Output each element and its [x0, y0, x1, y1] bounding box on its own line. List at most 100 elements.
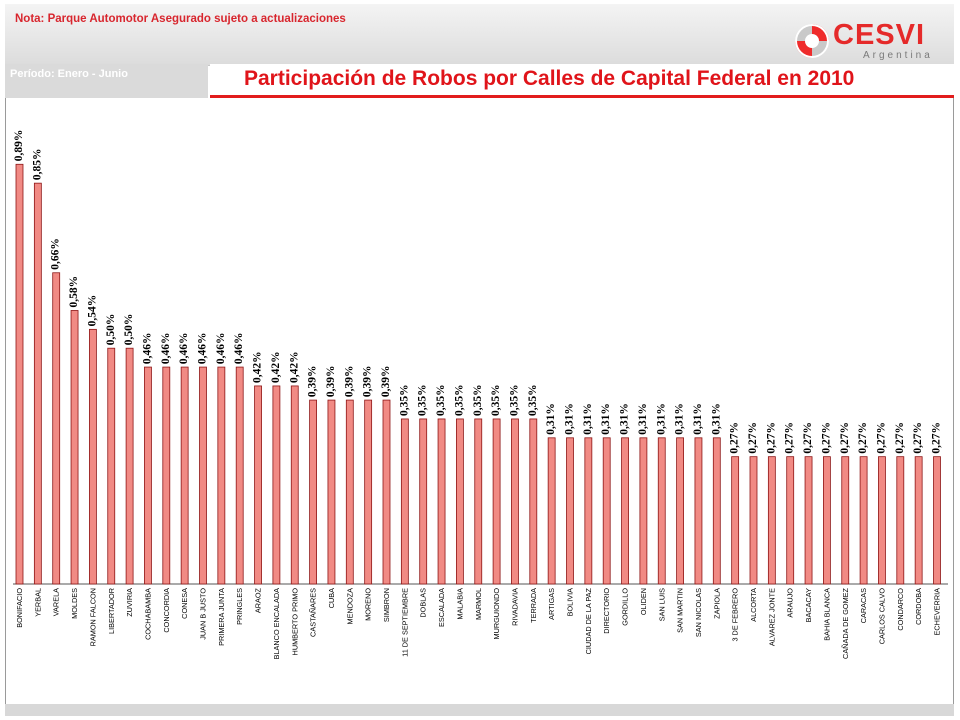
bar [767, 456, 776, 585]
category-label: ARAUJO [786, 588, 795, 618]
bar-value-label: 0,27% [820, 422, 832, 454]
bar [455, 418, 464, 585]
bar-value-label: 0,42% [270, 351, 282, 383]
category-labels-group: BONIFACIO YERBAL VARELA MOLDES RAMON FALCON L… [15, 587, 942, 659]
bar [419, 418, 428, 585]
bar-value-label: 0,35% [453, 384, 465, 416]
bar-value-label: 0,35% [398, 384, 410, 416]
bar-value-label: 0,27% [765, 422, 777, 454]
cesvi-emblem-icon [795, 24, 829, 58]
bar [804, 456, 813, 585]
category-label: SAN MARTIN [676, 588, 685, 633]
bars-group [15, 163, 941, 585]
category-label: MURGUIONDO [492, 588, 501, 640]
category-label: CONCORDIA [162, 588, 171, 633]
category-label: ECHEVERRIA [933, 588, 942, 636]
bar [584, 437, 593, 585]
bar [162, 366, 171, 585]
category-label: SAN NICOLAS [694, 588, 703, 637]
bar-value-label: 0,35% [508, 384, 520, 416]
bar [199, 366, 207, 585]
category-label: YERBAL [33, 588, 42, 617]
category-label: MOLDES [70, 588, 79, 619]
bar-value-label: 0,35% [417, 384, 429, 416]
bar-value-label: 0,27% [747, 422, 759, 454]
bar-value-label: 0,58% [68, 276, 80, 308]
bar-value-label: 0,42% [288, 351, 300, 383]
bar-value-label: 0,27% [839, 422, 851, 454]
category-label: PRINGLES [235, 588, 244, 625]
bar-value-label: 0,85% [31, 149, 43, 181]
bar-value-label: 0,50% [105, 314, 117, 346]
category-label: MENDOZA [345, 588, 354, 625]
category-label: CAÑADA DE GOMEZ [841, 587, 850, 658]
bar-value-label: 0,31% [692, 403, 704, 435]
category-label: CONDARCO [896, 588, 905, 631]
bar-value-label: 0,31% [655, 403, 667, 435]
bar [566, 437, 574, 585]
bar-value-label: 0,46% [160, 332, 172, 364]
bar [400, 418, 409, 585]
bar-value-label: 0,31% [600, 403, 612, 435]
category-label: OLIDEN [639, 588, 648, 615]
bar [217, 366, 226, 585]
header-band: Nota: Parque Automotor Asegurado sujeto … [5, 4, 954, 66]
bar-value-label: 0,39% [362, 365, 374, 397]
bar-value-label: 0,46% [215, 332, 227, 364]
period-box: Período: Enero - Junio [5, 64, 208, 98]
bar-value-label: 0,35% [472, 384, 484, 416]
bar [364, 399, 373, 585]
logo-subtitle: Argentina [863, 50, 933, 61]
bar [180, 366, 189, 585]
category-label: ARAOZ [254, 587, 263, 613]
bar [125, 347, 134, 585]
bar-value-label: 0,50% [123, 314, 135, 346]
bar [841, 456, 850, 585]
category-label: CARLOS CALVO [877, 588, 886, 645]
bar-value-label: 0,27% [894, 422, 906, 454]
category-label: LIBERTADOR [107, 588, 116, 634]
bar [235, 366, 244, 585]
category-label: CASTAÑARES [309, 588, 318, 637]
bar [511, 418, 519, 585]
category-label: VARELA [52, 588, 61, 616]
category-label: CIUDAD DE LA PAZ [584, 587, 593, 654]
logo-name: CESVI [833, 19, 926, 51]
bar-value-label: 0,27% [784, 422, 796, 454]
bar [602, 437, 611, 585]
category-label: PRIMERA JUNTA [217, 588, 226, 646]
category-label: RIVADAVIA [510, 588, 519, 626]
bar-value-label: 0,39% [307, 365, 319, 397]
category-label: CUBA [327, 588, 336, 608]
bar-value-label: 0,27% [802, 422, 814, 454]
category-label: ZUVIRIA [125, 588, 134, 617]
category-label: SIMBRON [382, 588, 391, 622]
bar [309, 399, 318, 585]
category-label: DOBLAS [419, 588, 428, 618]
category-label: BAHIA BLANCA [822, 588, 831, 641]
bar [547, 437, 556, 585]
bar [492, 418, 501, 585]
bar [107, 347, 116, 585]
bar-value-label: 0,39% [325, 365, 337, 397]
bar-value-label: 0,31% [582, 403, 594, 435]
bar-value-label: 0,27% [931, 422, 943, 454]
bar [731, 456, 740, 585]
category-label: HUMBERTO PRIMO [290, 588, 299, 656]
category-label: ZAPIOLA [712, 588, 721, 619]
bar-value-label: 0,35% [527, 384, 539, 416]
bar [639, 437, 648, 585]
bar-value-label: 0,27% [857, 422, 869, 454]
title-strip: Participación de Robos por Calles de Cap… [210, 64, 954, 98]
bar [823, 456, 831, 585]
category-label: CARACAS [859, 588, 868, 623]
bar [878, 456, 886, 585]
bar [33, 182, 42, 585]
category-label: COCHABAMBA [143, 588, 152, 640]
bar [896, 456, 905, 585]
category-label: 3 DE FEBRERO [731, 588, 740, 642]
bar-value-label: 0,46% [178, 332, 190, 364]
bar-value-label: 0,39% [343, 365, 355, 397]
bar [749, 456, 758, 585]
